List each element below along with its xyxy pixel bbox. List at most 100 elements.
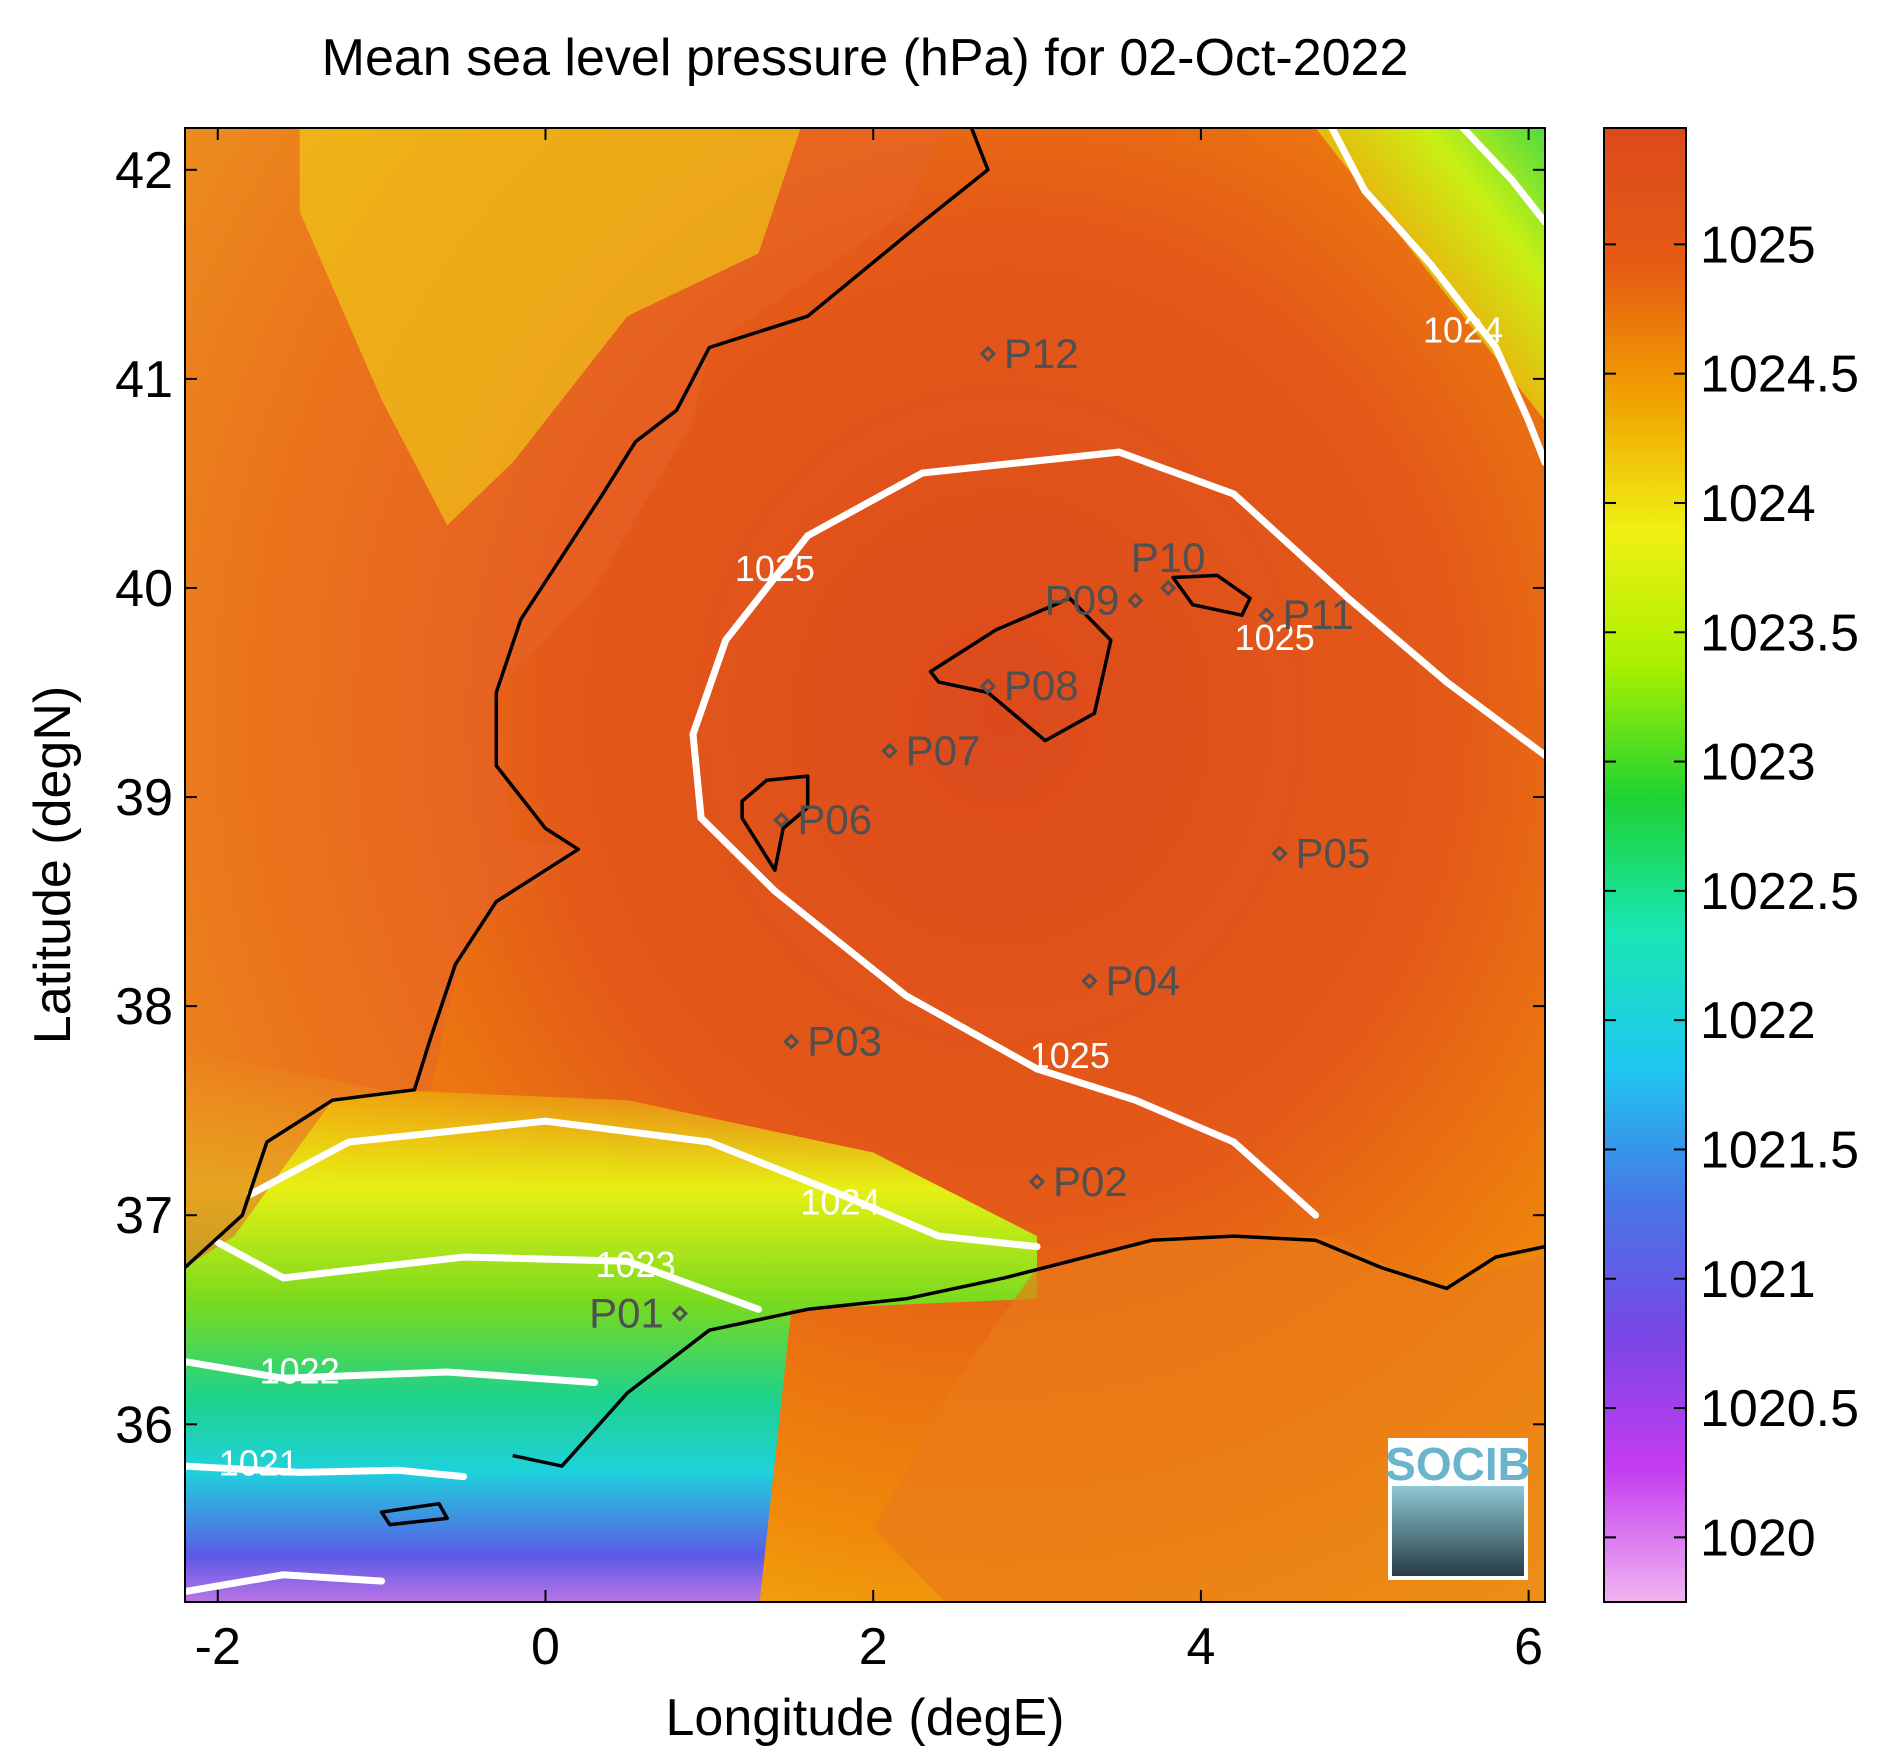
- x-axis-ticks: -2 0 2 4 6: [195, 128, 1543, 1676]
- isobar-label: 1025: [735, 548, 815, 589]
- y-tick-label: 36: [115, 1396, 173, 1454]
- isobar-label: 1021: [219, 1443, 299, 1484]
- station-label: P03: [807, 1018, 882, 1065]
- colorbar-tick-label: 1022: [1700, 992, 1816, 1050]
- station-marker: [1028, 1173, 1046, 1190]
- isobar-1022: [185, 1358, 599, 1386]
- station-p12: P12: [979, 330, 1079, 377]
- colorbar-ticks: 1020 1020.5 1021 1021.5 1022 1022.5 1023 1023.5…: [1604, 216, 1859, 1567]
- isobar-1025-closed: [689, 448, 1545, 1073]
- station-marker: [773, 811, 790, 829]
- colorbar-tick-label: 1020.5: [1700, 1380, 1859, 1438]
- colorbar-tick-label: 1021: [1700, 1251, 1816, 1309]
- station-p05: P05: [1271, 830, 1371, 877]
- socib-logo: SOCIB: [1385, 1438, 1531, 1580]
- isobar-1024-northeast: [1328, 128, 1545, 466]
- station-label: P07: [906, 727, 981, 774]
- y-tick-label: 37: [115, 1187, 173, 1245]
- x-tick-label: 2: [859, 1618, 888, 1676]
- station-label: P08: [1004, 662, 1079, 709]
- y-tick-label: 39: [115, 769, 173, 827]
- station-p10: P10: [1131, 534, 1206, 597]
- station-p04: P04: [1081, 957, 1180, 1004]
- colorbar-tick-label: 1024.5: [1700, 346, 1859, 404]
- africa-land-field: [873, 1236, 1545, 1602]
- isobar-1024-south: [247, 1117, 1041, 1251]
- x-tick-label: -2: [195, 1618, 241, 1676]
- iberia-highland-field: [299, 128, 801, 526]
- isobar-label: 1023: [596, 1244, 676, 1285]
- northeast-lower-pressure-region: [1315, 128, 1545, 421]
- colorbar-tick-label: 1023: [1700, 734, 1816, 792]
- isobar-1023: [214, 1238, 762, 1313]
- colorbar-tick-label: 1020: [1700, 1509, 1816, 1567]
- station-marker: [979, 345, 997, 362]
- station-marker: [783, 1033, 800, 1050]
- station-marker: [1160, 579, 1177, 597]
- station-p11: P11: [1258, 591, 1354, 638]
- colorbar-tick-label: 1023.5: [1700, 604, 1859, 662]
- y-tick-label: 41: [115, 351, 173, 409]
- colorbar-tick-label: 1021.5: [1700, 1121, 1859, 1179]
- station-p06: P06: [773, 796, 872, 843]
- isobar-label: 1025: [1235, 617, 1315, 658]
- isobar-label: 1022: [260, 1351, 340, 1392]
- isobar-1021: [185, 1462, 468, 1481]
- y-axis-ticks: 36 37 38 39 40 41 42: [115, 142, 1545, 1454]
- menorca-coastline: [1171, 573, 1252, 617]
- station-label: P11: [1282, 591, 1354, 638]
- station-p03: P03: [783, 1018, 882, 1065]
- y-tick-label: 42: [115, 142, 173, 200]
- y-tick-label: 38: [115, 978, 173, 1036]
- colorbar-tick-label: 1024: [1700, 475, 1816, 533]
- station-marker: [1271, 845, 1288, 862]
- y-axis-label: Latitude (degN): [24, 686, 82, 1044]
- station-label: P01: [589, 1289, 664, 1336]
- station-marker: [671, 1305, 688, 1322]
- colorbar-gradient: [1603, 127, 1687, 1603]
- isobar-1024-ne-corner: [1459, 128, 1545, 226]
- colorbar-tick-label: 1025: [1700, 216, 1816, 274]
- station-p07: P07: [881, 727, 981, 774]
- station-label: P05: [1296, 830, 1371, 877]
- station-label: P04: [1105, 957, 1180, 1004]
- station-marker: [1258, 607, 1275, 624]
- station-p08: P08: [979, 662, 1079, 709]
- station-label: P10: [1131, 534, 1206, 581]
- x-tick-label: 0: [531, 1618, 560, 1676]
- station-p09: P09: [1045, 577, 1144, 624]
- isobar-label: 1025: [1030, 1035, 1110, 1076]
- colorbar: 1020 1020.5 1021 1021.5 1022 1022.5 1023 1023.5…: [1603, 127, 1859, 1603]
- isobar-1020: [185, 1571, 386, 1595]
- isobar-1025-south: [1033, 1065, 1320, 1219]
- ibiza-coastline: [740, 774, 810, 872]
- plot-frame: [184, 127, 1546, 1603]
- station-p01: P01: [589, 1289, 688, 1336]
- alboran-coastline: [379, 1501, 449, 1527]
- iberia-land-field: [185, 128, 946, 1268]
- station-label: P09: [1045, 577, 1120, 624]
- station-p02: P02: [1028, 1158, 1128, 1205]
- mallorca-coastline: [928, 596, 1113, 743]
- socib-logo-text: SOCIB: [1385, 1438, 1531, 1490]
- isobar-label: 1024: [800, 1181, 880, 1222]
- station-label: P02: [1053, 1158, 1128, 1205]
- station-marker: [881, 742, 898, 760]
- isobar-label: 1024: [1423, 309, 1503, 350]
- station-label: P06: [797, 796, 872, 843]
- x-tick-label: 4: [1186, 1618, 1215, 1676]
- isobar-contours: 1025 1025 1025 1024 1024 1023 1022 1021: [185, 128, 1545, 1595]
- iberia-coastline: [185, 128, 990, 1269]
- coastlines: [185, 128, 1545, 1527]
- station-marker: [979, 678, 997, 695]
- x-tick-label: 6: [1514, 1618, 1543, 1676]
- africa-coastline: [512, 1234, 1545, 1468]
- station-marker: [1127, 592, 1144, 609]
- socib-logo-image: [1392, 1486, 1524, 1576]
- x-axis-label: Longitude (degE): [666, 1689, 1065, 1747]
- chart-title: Mean sea level pressure (hPa) for 02-Oct…: [322, 29, 1409, 87]
- station-marker: [1081, 972, 1098, 990]
